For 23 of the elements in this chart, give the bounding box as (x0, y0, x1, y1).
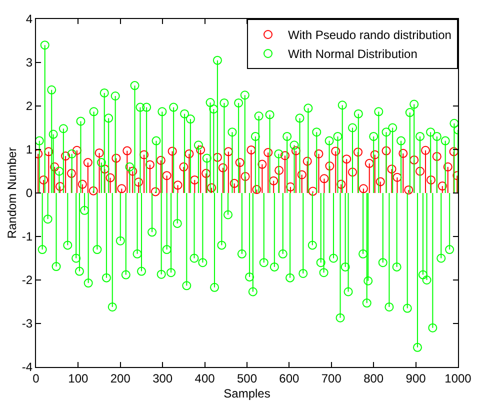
y-axis-title: Random Number (5, 147, 20, 239)
y-tick-label: -3 (22, 316, 33, 331)
x-tick-label: 800 (364, 371, 384, 386)
y-tick-label: 2 (26, 99, 33, 114)
y-tick-label: 3 (26, 56, 33, 70)
legend-label: With Pseudo rando distribution (288, 28, 452, 42)
y-tick-label: 1 (26, 142, 33, 157)
x-tick-label: 100 (68, 371, 89, 386)
x-tick-label: 400 (194, 371, 216, 386)
x-tick-label: 600 (279, 371, 300, 386)
x-tick-label: 700 (321, 371, 342, 386)
x-tick-label: 1000 (444, 371, 472, 386)
y-tick-label: 4 (26, 12, 33, 26)
y-tick-label: -4 (22, 360, 33, 374)
x-tick-label: 300 (152, 371, 173, 386)
y-tick-label: 0 (26, 186, 33, 200)
x-tick-label: 900 (406, 371, 426, 386)
x-tick-label: 200 (110, 371, 131, 386)
y-tick-label: -2 (22, 273, 33, 288)
legend-label: With Normal Distribution (288, 47, 418, 62)
x-axis-title: Samples (224, 386, 270, 400)
y-tick-label: -1 (22, 230, 33, 244)
x-tick-label: 500 (236, 371, 258, 386)
